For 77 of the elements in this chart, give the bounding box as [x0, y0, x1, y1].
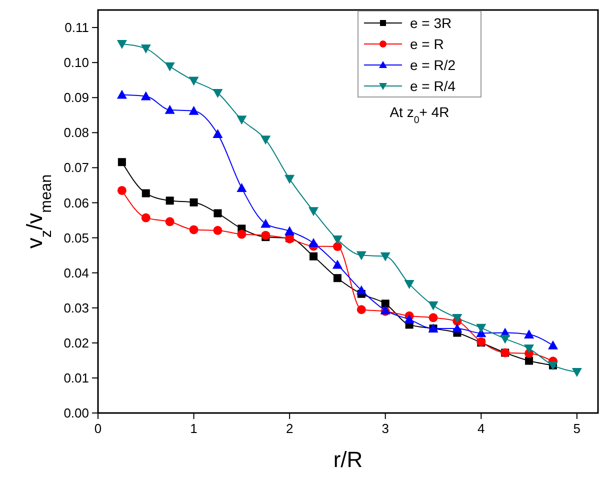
point: [428, 301, 438, 310]
y-tick-label: 0.07: [64, 160, 89, 176]
legend-label: e = R/2: [410, 56, 456, 73]
x-tick-label: 0: [94, 421, 102, 436]
point: [356, 285, 366, 294]
y-tick-label: 0.00: [64, 406, 89, 421]
point: [333, 274, 342, 282]
y-tick-label: 0.03: [64, 300, 89, 316]
point: [332, 236, 342, 245]
y-tick-label: 0.10: [64, 55, 89, 70]
y-tick-label: 0.09: [64, 90, 89, 106]
y-tick-label: 0.02: [64, 335, 89, 350]
point: [236, 183, 247, 192]
point: [164, 104, 175, 114]
annotation: At z$_{0}$+ 4R: [390, 104, 450, 126]
y-tick-label: 0.08: [64, 125, 89, 140]
y-tick-label: 0.04: [64, 265, 89, 280]
point: [140, 44, 151, 54]
point: [260, 136, 271, 145]
point: [525, 356, 534, 365]
point: [118, 158, 126, 166]
y-tick-label: 0.05: [64, 230, 89, 246]
x-tick-label: 1: [190, 421, 198, 436]
y-tick-label: 0.11: [64, 20, 89, 36]
point: [308, 238, 319, 248]
point: [214, 209, 222, 218]
y-tick-label: 0.01: [64, 370, 89, 386]
legend-label: e = 3R: [410, 14, 452, 31]
point: [188, 106, 199, 115]
point: [572, 368, 582, 377]
point: [260, 218, 271, 228]
point: [524, 344, 534, 354]
point: [165, 217, 174, 226]
point: [236, 116, 247, 125]
x-tick-label: 5: [573, 421, 581, 436]
point: [190, 198, 198, 206]
point: [310, 252, 318, 260]
x-axis-title: r/R: [333, 447, 363, 472]
point: [524, 330, 534, 339]
point: [116, 40, 127, 49]
point: [356, 305, 366, 314]
point: [332, 242, 342, 252]
point: [476, 324, 486, 333]
legend-label: e = R: [410, 36, 444, 52]
point: [116, 90, 127, 99]
point: [332, 260, 342, 269]
point: [142, 189, 150, 198]
point: [356, 251, 366, 260]
x-tick-label: 3: [382, 421, 389, 436]
point: [117, 186, 126, 195]
point: [284, 174, 295, 184]
x-tick-label: 2: [286, 421, 294, 436]
point: [381, 300, 390, 308]
x-tick-label: 4: [478, 421, 485, 436]
point: [452, 324, 462, 333]
y-tick-label: 0.06: [64, 195, 89, 210]
point: [308, 207, 319, 216]
point: [140, 91, 151, 100]
point: [141, 213, 150, 222]
point: [237, 230, 246, 239]
point: [188, 76, 199, 86]
point: [166, 196, 174, 205]
point: [404, 314, 414, 324]
point: [164, 62, 175, 72]
point: [261, 230, 270, 240]
point: [500, 334, 510, 344]
point: [212, 129, 223, 138]
point: [452, 314, 462, 324]
point: [284, 226, 295, 236]
point: [212, 89, 223, 98]
point: [189, 225, 198, 234]
point: [548, 340, 558, 350]
point: [428, 313, 438, 322]
point: [380, 252, 390, 262]
point: [213, 226, 222, 235]
point: [404, 280, 414, 290]
legend-label: e = R/4: [410, 78, 456, 94]
